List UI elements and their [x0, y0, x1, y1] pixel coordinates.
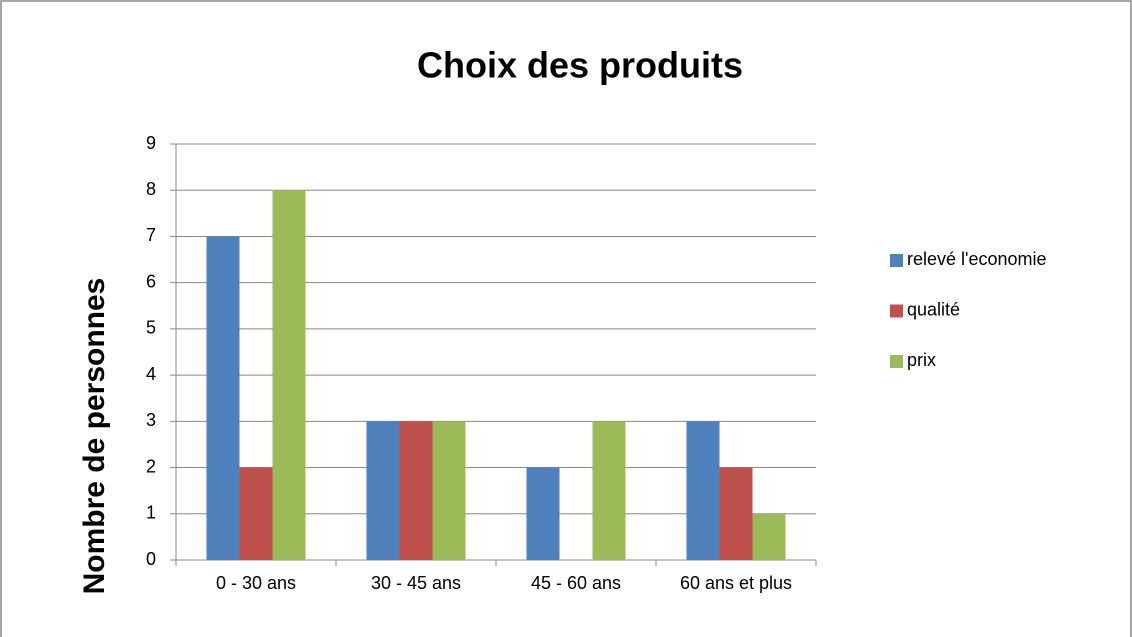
- y-tick-label: 5: [146, 318, 156, 338]
- chart-title: Choix des produits: [417, 45, 743, 86]
- x-tick-label: 0 - 30 ans: [216, 573, 296, 593]
- x-tick-label: 30 - 45 ans: [371, 573, 461, 593]
- legend-label: relevé l'economie: [907, 249, 1047, 269]
- y-tick-label: 1: [146, 503, 156, 523]
- y-tick-label: 8: [146, 179, 156, 199]
- x-tick-label: 60 ans et plus: [680, 573, 792, 593]
- bar: [206, 236, 240, 560]
- bar: [239, 467, 273, 560]
- legend-label: qualité: [907, 299, 960, 319]
- legend-label: prix: [907, 350, 936, 370]
- legend-swatch: [890, 254, 903, 267]
- y-tick-label: 6: [146, 271, 156, 291]
- y-tick-label: 2: [146, 456, 156, 476]
- bar: [432, 421, 466, 560]
- y-axis-label: Nombre de personnes: [78, 278, 111, 595]
- legend-swatch: [890, 304, 903, 318]
- legend-swatch: [890, 355, 903, 368]
- x-tick-label: 45 - 60 ans: [531, 573, 621, 593]
- y-tick-label: 3: [146, 410, 156, 430]
- bar: [686, 421, 720, 560]
- bar: [592, 421, 626, 560]
- y-tick-label: 4: [146, 364, 156, 384]
- y-tick-label: 9: [146, 133, 156, 153]
- y-tick-label: 7: [146, 225, 156, 245]
- bar: [752, 513, 786, 560]
- bar: [399, 421, 433, 560]
- bar: [526, 467, 560, 560]
- bar: [366, 421, 400, 560]
- bar: [719, 467, 753, 560]
- bar: [272, 190, 306, 560]
- y-tick-label: 0: [146, 549, 156, 569]
